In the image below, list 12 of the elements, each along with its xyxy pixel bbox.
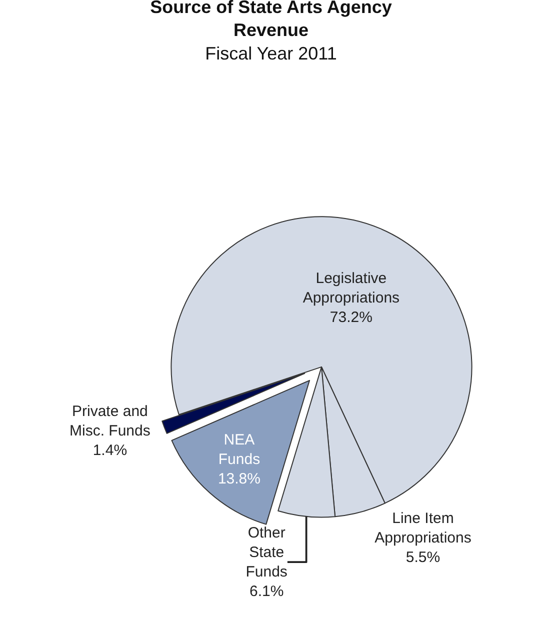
data-label: 1.4% bbox=[92, 442, 128, 459]
slice-label: Other State Funds bbox=[246, 524, 288, 580]
data-label: 6.1% bbox=[249, 582, 284, 600]
chart-title: Source of State Arts Agency Revenue bbox=[150, 0, 392, 40]
chart-subtitle: Fiscal Year 2011 bbox=[205, 44, 337, 64]
slice-label: Line Item Appropriations bbox=[374, 510, 472, 547]
slice-label: Legislative Appropriations bbox=[302, 270, 400, 306]
slice-label: NEA Funds bbox=[218, 432, 260, 468]
data-label: 13.8% bbox=[218, 470, 260, 488]
slice-label: Private and Misc. Funds bbox=[70, 402, 150, 440]
data-label: 73.2% bbox=[330, 308, 372, 326]
data-label: 5.5% bbox=[406, 549, 440, 566]
